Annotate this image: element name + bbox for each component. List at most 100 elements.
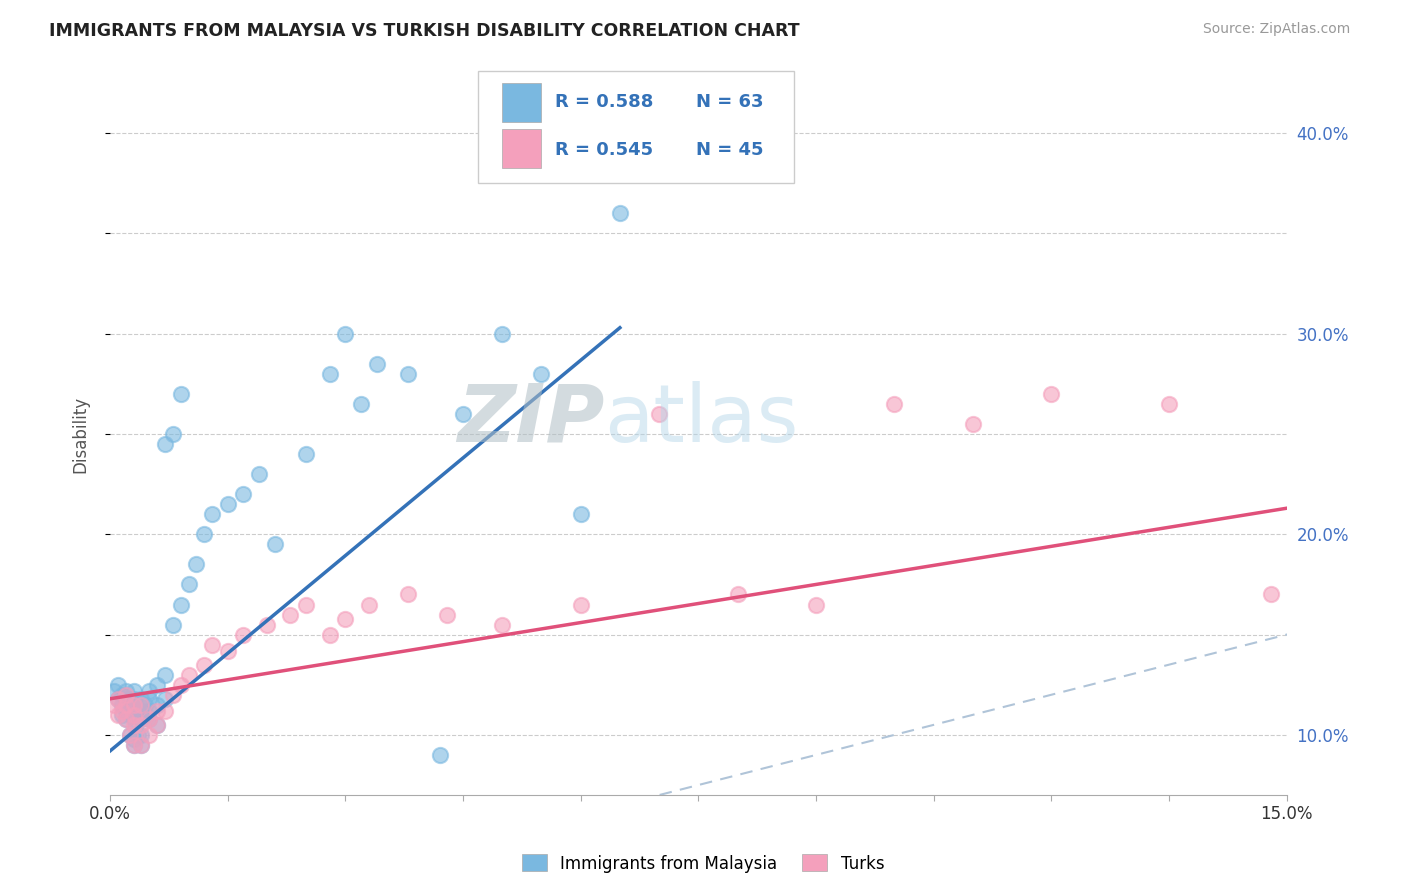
Point (122, 712, 145, 726)
Point (366, 357, 388, 371)
Point (153, 667, 176, 681)
Point (256, 617, 278, 632)
Point (153, 704, 176, 718)
Point (153, 437, 176, 451)
Point (177, 667, 200, 681)
Point (318, 627, 340, 641)
Point (122, 691, 145, 706)
Point (177, 577, 200, 591)
Point (883, 397, 905, 411)
Point (609, 206, 631, 220)
Point (122, 707, 145, 722)
Point (146, 678, 169, 692)
Point (350, 397, 373, 411)
Point (138, 691, 160, 706)
Point (396, 367, 419, 381)
Point (193, 657, 215, 672)
Point (569, 598, 592, 612)
Point (162, 617, 184, 632)
Point (217, 497, 239, 511)
Point (131, 698, 153, 712)
Point (107, 707, 129, 722)
Point (569, 508, 592, 522)
Text: IMMIGRANTS FROM MALAYSIA VS TURKISH DISABILITY CORRELATION CHART: IMMIGRANTS FROM MALAYSIA VS TURKISH DISA… (49, 22, 800, 40)
Text: R = 0.588: R = 0.588 (555, 94, 654, 112)
Point (127, 704, 149, 718)
Point (648, 407, 671, 421)
Point (295, 598, 318, 612)
Point (530, 367, 553, 381)
Point (232, 627, 254, 641)
Legend: Immigrants from Malaysia, Turks: Immigrants from Malaysia, Turks (515, 847, 891, 880)
Point (122, 683, 145, 698)
Point (138, 728, 160, 742)
Text: N = 45: N = 45 (696, 141, 763, 159)
Point (146, 704, 169, 718)
Point (727, 587, 749, 601)
Point (122, 731, 145, 746)
Text: ZIP: ZIP (457, 381, 605, 458)
Point (201, 638, 224, 652)
Point (153, 691, 176, 706)
Point (122, 698, 145, 712)
Point (127, 728, 149, 742)
Point (169, 387, 191, 401)
Point (122, 738, 145, 752)
Point (146, 718, 169, 732)
Point (131, 738, 153, 752)
Point (131, 704, 153, 718)
Point (114, 688, 136, 702)
Point (162, 427, 184, 442)
Point (335, 326, 357, 341)
Point (263, 537, 285, 551)
Text: R = 0.545: R = 0.545 (555, 141, 654, 159)
Point (357, 598, 380, 612)
Point (1040, 387, 1063, 401)
Point (114, 712, 136, 726)
Point (138, 712, 160, 726)
Point (107, 691, 129, 706)
Y-axis label: Disability: Disability (72, 395, 89, 473)
Point (111, 698, 134, 712)
Point (114, 698, 136, 712)
Point (138, 712, 160, 726)
Point (107, 691, 129, 706)
Point (118, 728, 141, 742)
Point (429, 747, 451, 762)
Point (131, 738, 153, 752)
Point (295, 447, 318, 461)
Point (162, 688, 184, 702)
Point (118, 728, 141, 742)
Point (169, 678, 191, 692)
Point (122, 718, 145, 732)
Point (118, 691, 141, 706)
Point (138, 683, 160, 698)
Point (114, 683, 136, 698)
Point (118, 704, 141, 718)
Point (122, 704, 145, 718)
Point (114, 698, 136, 712)
Point (1260, 587, 1282, 601)
Point (396, 587, 419, 601)
Point (217, 643, 239, 657)
Point (111, 707, 134, 722)
Point (335, 611, 357, 625)
Point (138, 704, 160, 718)
Point (318, 367, 340, 381)
Point (804, 598, 827, 612)
Point (491, 617, 513, 632)
Point (131, 691, 153, 706)
Point (146, 718, 169, 732)
Point (146, 698, 169, 712)
Point (491, 326, 513, 341)
Point (962, 417, 984, 431)
Point (134, 698, 156, 712)
Point (1157, 397, 1180, 411)
Point (201, 508, 224, 522)
Point (114, 704, 136, 718)
Point (436, 607, 458, 622)
Text: Source: ZipAtlas.com: Source: ZipAtlas.com (1202, 22, 1350, 37)
Point (451, 407, 474, 421)
Point (111, 704, 134, 718)
Point (122, 738, 145, 752)
